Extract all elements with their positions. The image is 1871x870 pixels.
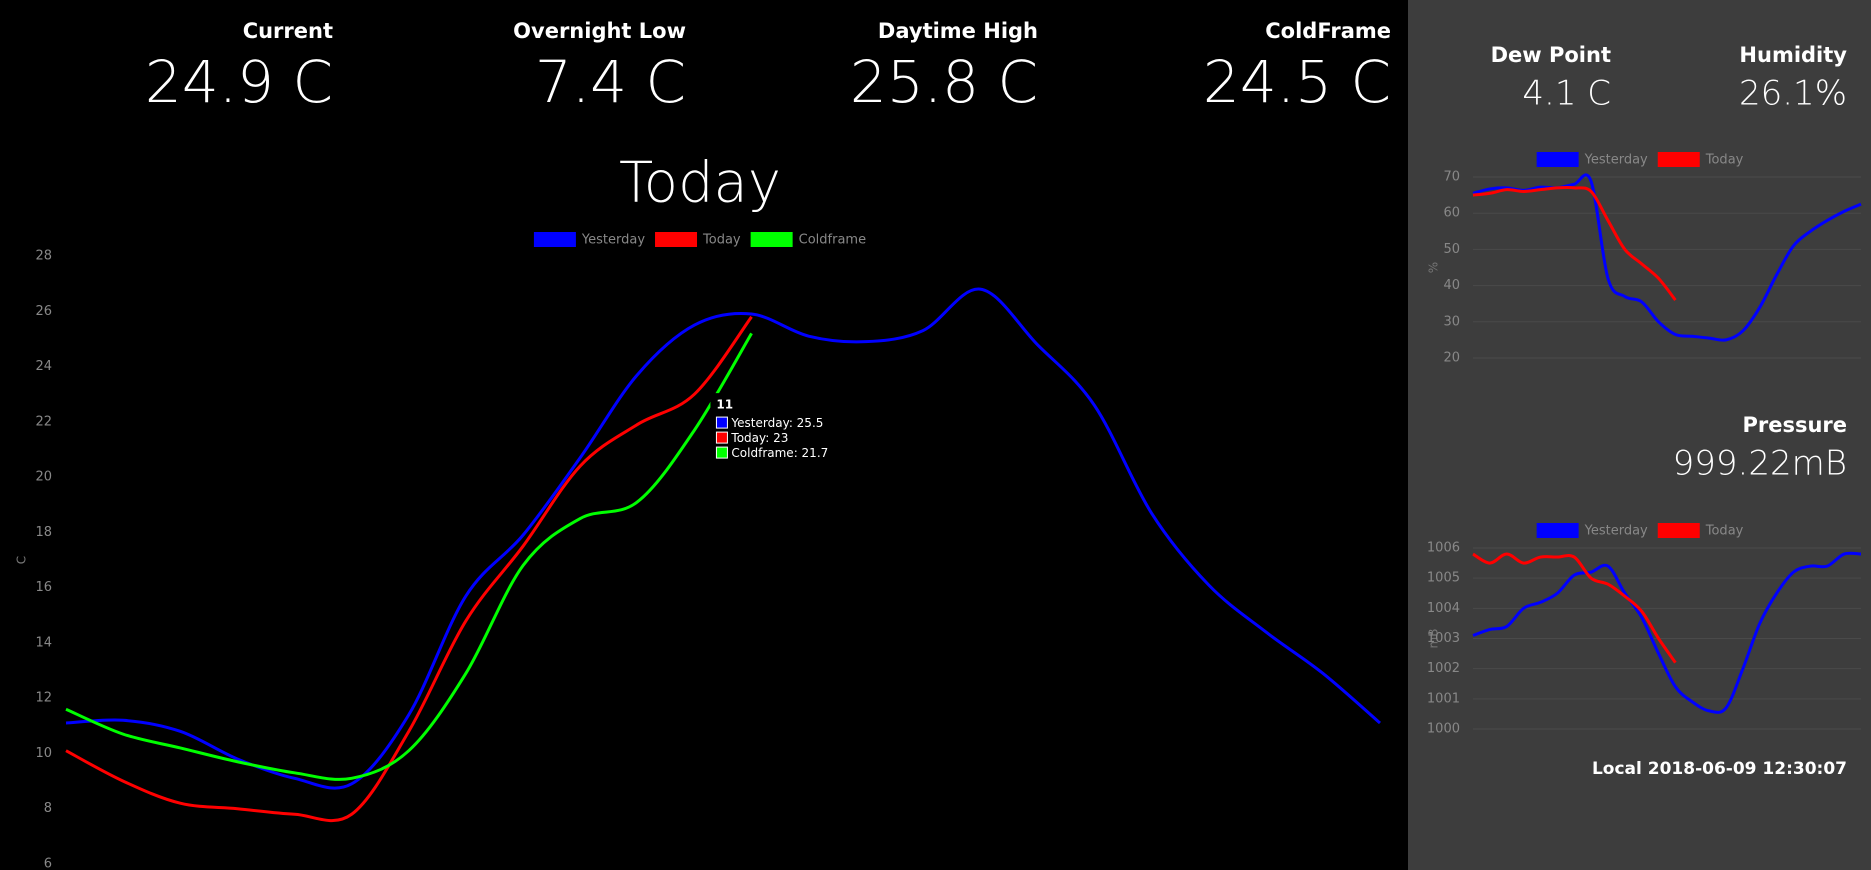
stat-value: 999.22mB — [1673, 444, 1847, 484]
tooltip-name: Today — [730, 431, 766, 445]
y-tick-label: 40 — [1443, 278, 1460, 293]
legend-label: Today — [1705, 524, 1744, 539]
legend-swatch — [1657, 523, 1700, 538]
y-tick-label: 22 — [35, 414, 52, 429]
stat-value: 4.1 C — [1522, 74, 1611, 114]
tooltip-entry: Coldframe: 21.7 — [731, 446, 828, 460]
legend-swatch — [1536, 523, 1579, 538]
y-tick-label: 70 — [1443, 170, 1460, 185]
tooltip-sep: : — [794, 446, 802, 460]
legend-label: Today — [702, 233, 741, 248]
legend-swatch — [1657, 152, 1700, 167]
legend-swatch — [750, 232, 793, 247]
y-tick-label: 6 — [44, 857, 52, 870]
series-line — [65, 287, 1381, 790]
legend-label: Yesterday — [1584, 524, 1648, 539]
y-axis-label: % — [1427, 262, 1441, 273]
tooltip-swatch — [715, 431, 728, 444]
tooltip-entry: Today: 23 — [730, 431, 788, 445]
y-tick-label: 28 — [35, 249, 52, 264]
stat-label: ColdFrame — [1265, 19, 1391, 43]
stat-value: 25.8 C — [850, 48, 1038, 116]
y-tick-label: 20 — [35, 470, 52, 485]
tooltip-name: Coldframe — [731, 446, 793, 460]
y-tick-label: 14 — [35, 635, 52, 650]
y-tick-label: 1002 — [1427, 661, 1460, 676]
series-line — [1472, 552, 1677, 664]
tooltip-value: 23 — [773, 431, 788, 445]
y-tick-label: 1003 — [1427, 631, 1460, 646]
tooltip-swatch — [715, 446, 728, 459]
main-panel — [0, 0, 1408, 870]
y-tick-label: 16 — [35, 580, 52, 595]
legend: Yesterday Today Coldframe — [533, 232, 866, 248]
y-tick-label: 18 — [35, 525, 52, 540]
stat-label: Pressure — [1742, 413, 1847, 437]
legend-swatch — [655, 232, 698, 247]
side-panel — [1408, 0, 1871, 870]
y-tick-label: 20 — [1443, 351, 1460, 366]
series-line — [1472, 186, 1677, 301]
y-tick-label: 50 — [1443, 242, 1460, 257]
tooltip-swatch — [715, 416, 728, 429]
y-tick-label: 12 — [35, 691, 52, 706]
y-tick-label: 8 — [44, 801, 52, 816]
legend: Yesterday Today — [1536, 152, 1744, 168]
legend-label: Coldframe — [799, 233, 866, 248]
timestamp: Local 2018-06-09 12:30:07 — [1592, 759, 1847, 779]
tooltip-title: 11 — [716, 398, 733, 412]
y-axis-label: C — [15, 556, 29, 564]
stat-value: 24.5 C — [1203, 48, 1391, 116]
legend-label: Yesterday — [581, 233, 645, 248]
tooltip-entry: Yesterday: 25.5 — [730, 416, 823, 430]
tooltip-sep: : — [765, 431, 773, 445]
stat-label: Dew Point — [1491, 43, 1611, 67]
stat-value: 7.4 C — [535, 48, 686, 116]
stat-value: 24.9 C — [145, 48, 333, 116]
stat-label: Current — [243, 19, 333, 43]
tooltip-name: Yesterday — [730, 416, 789, 430]
y-tick-label: 30 — [1443, 314, 1460, 329]
legend: Yesterday Today — [1536, 523, 1744, 539]
y-tick-label: 10 — [35, 746, 52, 761]
series-line — [1472, 551, 1862, 714]
stat-label: Daytime High — [878, 19, 1038, 43]
stat-value: 26.1% — [1739, 74, 1847, 114]
y-tick-label: 60 — [1443, 206, 1460, 221]
y-tick-label: 1000 — [1427, 722, 1460, 737]
y-tick-label: 1001 — [1427, 691, 1460, 706]
tooltip-value: 25.5 — [797, 416, 824, 430]
tooltip-value: 21.7 — [802, 446, 829, 460]
y-tick-label: 24 — [35, 359, 52, 374]
series-line — [1472, 173, 1862, 342]
legend-label: Yesterday — [1584, 153, 1648, 168]
legend-label: Today — [1705, 153, 1744, 168]
y-tick-label: 1004 — [1427, 601, 1460, 616]
legend-swatch — [533, 232, 576, 247]
chart-title: Today — [619, 150, 781, 215]
stat-label: Overnight Low — [513, 19, 686, 43]
tooltip-sep: : — [789, 416, 797, 430]
y-tick-label: 26 — [35, 304, 52, 319]
series-line — [65, 332, 753, 781]
legend-swatch — [1536, 152, 1579, 167]
y-tick-label: 1005 — [1427, 571, 1460, 586]
y-tick-label: 1006 — [1427, 541, 1460, 556]
y-axis-label: mB — [1427, 629, 1441, 649]
stat-label: Humidity — [1739, 43, 1847, 67]
tooltip-box — [710, 393, 831, 461]
series-line — [65, 315, 753, 823]
